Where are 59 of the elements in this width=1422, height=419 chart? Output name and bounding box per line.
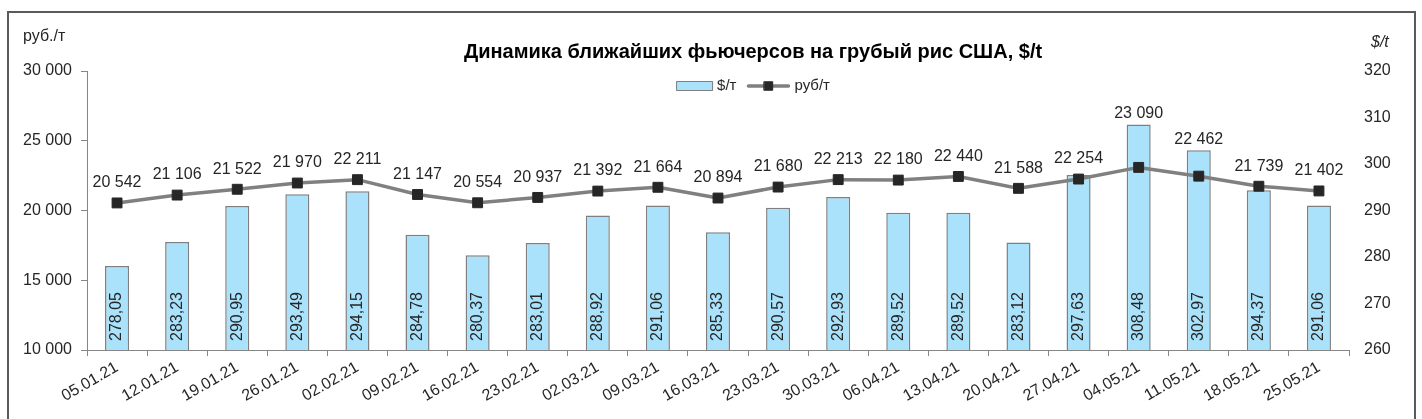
y-tick-label: 30 000 bbox=[23, 61, 73, 79]
data-label: 292,93 bbox=[828, 291, 846, 341]
data-label: 20 894 bbox=[693, 168, 743, 186]
data-label: 294,15 bbox=[347, 291, 365, 341]
data-label: 22 211 bbox=[333, 150, 382, 168]
data-label: 294,37 bbox=[1249, 291, 1267, 341]
data-label: 280,37 bbox=[468, 291, 486, 341]
data-label: 285,33 bbox=[708, 291, 726, 341]
data-label: 22 254 bbox=[1054, 149, 1104, 167]
data-label: 22 213 bbox=[813, 150, 863, 168]
data-label: 283,12 bbox=[1008, 291, 1026, 341]
data-label: 20 554 bbox=[453, 173, 503, 191]
y2-tick-label: 280 bbox=[1364, 247, 1391, 265]
data-label: 21 402 bbox=[1294, 161, 1344, 179]
data-label: 22 462 bbox=[1174, 129, 1224, 147]
data-label: 21 664 bbox=[633, 157, 683, 175]
y2-tick-label: 320 bbox=[1364, 61, 1391, 79]
data-label: 290,95 bbox=[227, 291, 245, 341]
data-label: 21 739 bbox=[1234, 156, 1284, 174]
data-label: 308,48 bbox=[1129, 291, 1147, 341]
data-label: 291,06 bbox=[1309, 291, 1327, 341]
data-label: 20 542 bbox=[92, 173, 142, 191]
data-label: 289,52 bbox=[888, 291, 906, 341]
data-label: 21 588 bbox=[994, 158, 1044, 176]
data-label: 283,01 bbox=[528, 291, 546, 341]
y-axis-title: руб./т bbox=[23, 27, 66, 45]
legend-label: $/т bbox=[717, 76, 737, 94]
data-label: 284,78 bbox=[407, 291, 425, 341]
data-label: 22 440 bbox=[933, 146, 983, 164]
y-tick-label: 20 000 bbox=[23, 200, 73, 218]
data-label: 21 147 bbox=[393, 164, 443, 182]
data-label: 23 090 bbox=[1114, 103, 1164, 121]
data-label: 21 106 bbox=[152, 165, 202, 183]
y2-axis-title: $/t bbox=[1370, 33, 1390, 51]
y2-tick-label: 300 bbox=[1364, 154, 1391, 172]
data-label: 302,97 bbox=[1189, 291, 1207, 341]
data-label: 20 937 bbox=[513, 167, 563, 185]
data-label: 21 970 bbox=[272, 153, 322, 171]
y-tick-label: 15 000 bbox=[23, 270, 73, 288]
legend-label: руб/т bbox=[794, 76, 831, 94]
data-label: 297,63 bbox=[1068, 291, 1086, 341]
y2-tick-label: 290 bbox=[1364, 200, 1391, 218]
data-label: 290,57 bbox=[768, 291, 786, 341]
y2-tick-label: 310 bbox=[1364, 107, 1391, 125]
y2-tick-label: 270 bbox=[1364, 293, 1391, 311]
data-label: 21 522 bbox=[212, 159, 262, 177]
data-label: 291,06 bbox=[648, 291, 666, 341]
data-label: 289,52 bbox=[948, 291, 966, 341]
data-label: 293,49 bbox=[287, 291, 305, 341]
y-tick-label: 25 000 bbox=[23, 131, 73, 149]
data-label: 21 680 bbox=[753, 157, 803, 175]
y2-tick-label: 260 bbox=[1364, 340, 1391, 358]
data-label: 22 180 bbox=[873, 150, 923, 168]
data-label: 283,23 bbox=[167, 291, 185, 341]
chart-title: Динамика ближайших фьючерсов на грубый рис США, $/t bbox=[463, 39, 1043, 62]
data-label: 288,92 bbox=[588, 291, 606, 341]
data-label: 278,05 bbox=[107, 291, 125, 341]
data-label: 21 392 bbox=[573, 161, 623, 179]
y-tick-label: 10 000 bbox=[23, 340, 73, 358]
